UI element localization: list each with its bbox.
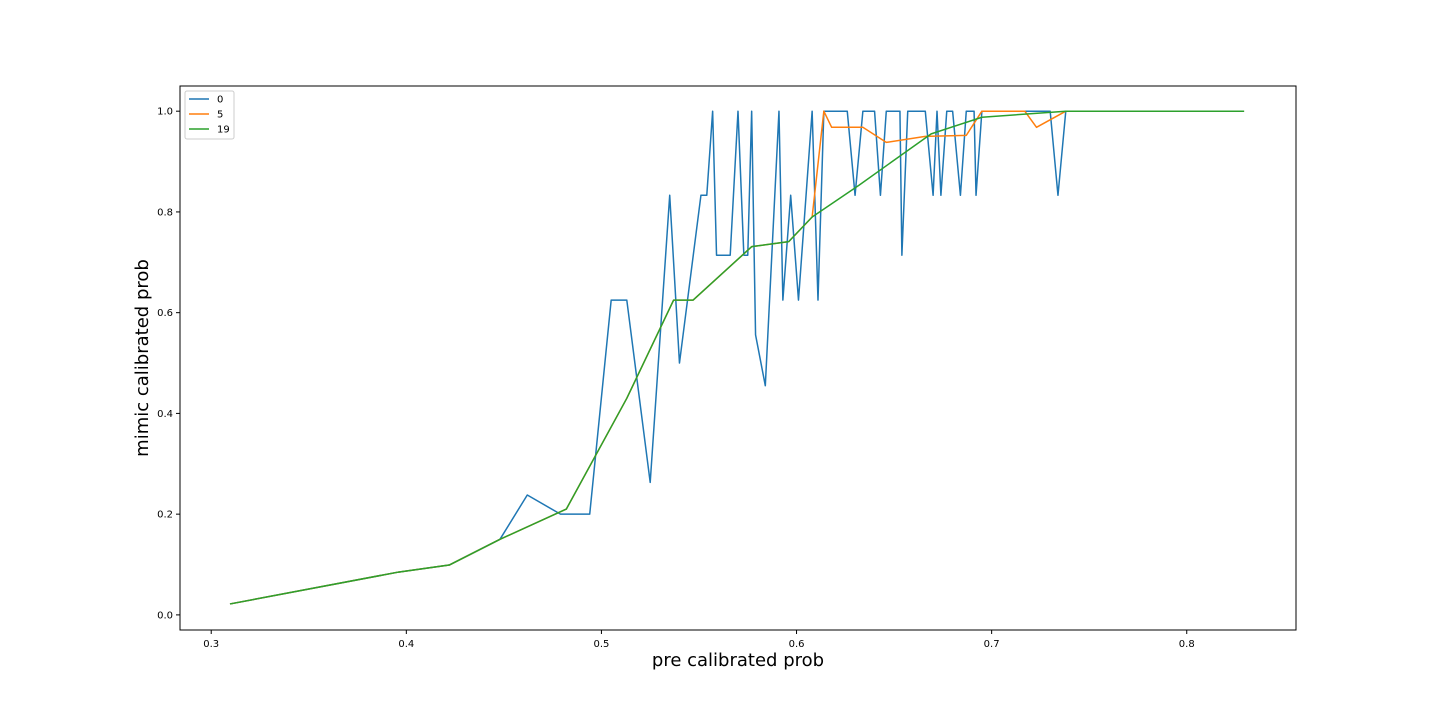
series-line-19 <box>229 110 1245 605</box>
legend-label-19: 19 <box>217 125 230 136</box>
y-tick-label: 0.2 <box>157 510 173 521</box>
x-axis-label: pre calibrated prob <box>652 650 824 671</box>
x-tick-label: 0.3 <box>203 639 219 650</box>
x-axis: 0.3 0.4 0.5 0.6 0.7 0.8 <box>203 630 1195 650</box>
series-layer <box>229 110 1245 605</box>
legend-box <box>184 90 235 140</box>
plot-area-frame <box>179 85 1297 631</box>
x-tick-label: 0.7 <box>984 639 1000 650</box>
y-axis-label: mimic calibrated prob <box>132 259 153 457</box>
y-axis: 0.0 0.2 0.4 0.6 0.8 1.0 <box>157 107 180 621</box>
y-tick-label: 0.8 <box>157 207 173 218</box>
y-tick-label: 0.0 <box>157 610 173 621</box>
legend-label-0: 0 <box>217 95 223 106</box>
y-tick-label: 0.6 <box>157 308 173 319</box>
legend-label-5: 5 <box>217 110 223 121</box>
x-tick-label: 0.4 <box>398 639 414 650</box>
series-line-0 <box>229 110 1245 605</box>
x-tick-label: 0.6 <box>789 639 805 650</box>
y-tick-label: 1.0 <box>157 107 173 118</box>
x-tick-label: 0.5 <box>593 639 609 650</box>
x-tick-label: 0.8 <box>1179 639 1195 650</box>
y-tick-label: 0.4 <box>157 409 173 420</box>
legend: 0 5 19 <box>184 90 235 140</box>
